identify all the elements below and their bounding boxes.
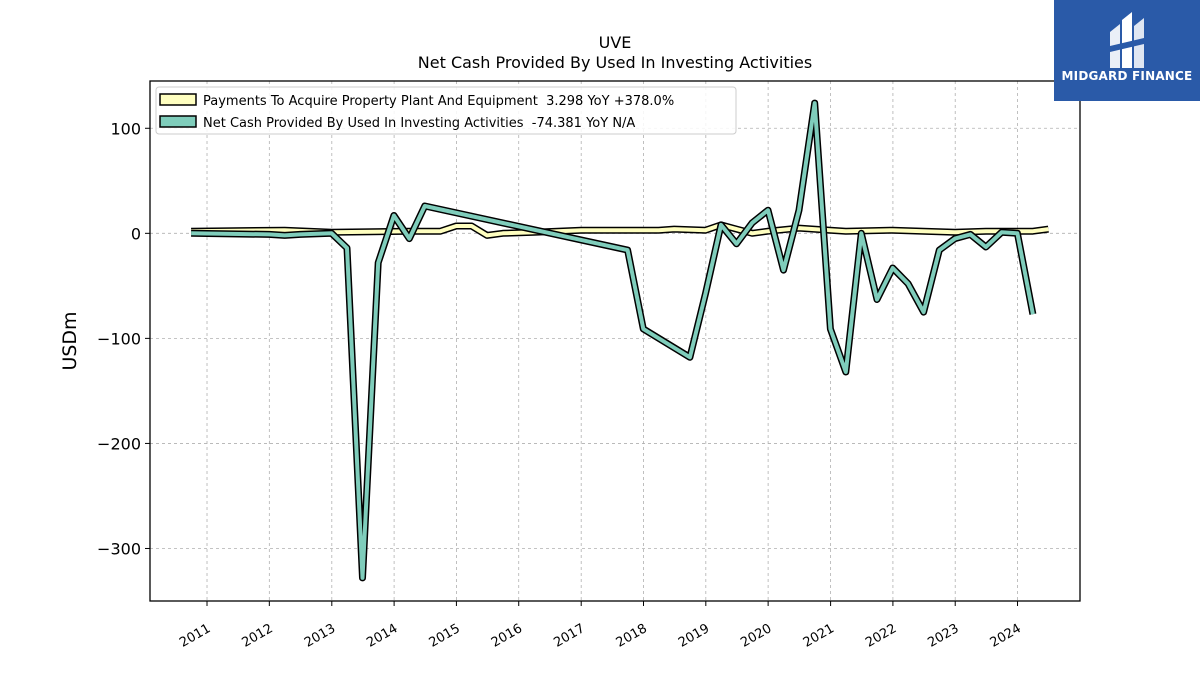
y-tick-label: 100 — [110, 119, 141, 138]
x-tick-label: 2015 — [427, 621, 463, 651]
x-tick-label: 2014 — [364, 621, 400, 651]
x-tick-label: 2012 — [239, 621, 275, 651]
x-tick-label: 2017 — [551, 621, 587, 651]
y-tick-label: 0 — [131, 224, 141, 243]
y-tick-label: −100 — [97, 329, 141, 348]
legend-swatch-ppe — [159, 93, 197, 106]
x-tick-label: 2013 — [302, 621, 338, 651]
x-tick-label: 2019 — [676, 621, 712, 651]
x-tick-label: 2020 — [738, 621, 774, 651]
legend-label-ppe: Payments To Acquire Property Plant And E… — [203, 94, 674, 109]
legend-label-investing: Net Cash Provided By Used In Investing A… — [203, 116, 635, 131]
grid — [150, 81, 1080, 601]
x-tick-label: 2011 — [177, 621, 213, 651]
x-tick-label: 2022 — [863, 621, 899, 651]
series-outline-1 — [191, 99, 1037, 582]
x-tick-label: 2016 — [489, 621, 525, 651]
series-line-0 — [191, 222, 1049, 238]
x-axis: 2011 2012 2013 2014 2015 2016 2017 2018 2019 2020… — [177, 601, 1024, 651]
legend-swatch-investing — [159, 115, 197, 128]
y-tick-label: −200 — [97, 434, 141, 453]
brand-logo: MIDGARD FINANCE — [1054, 0, 1200, 101]
x-tick-label: 2021 — [801, 621, 837, 651]
x-tick-label: 2023 — [925, 621, 961, 651]
x-tick-label: 2024 — [988, 621, 1024, 651]
y-tick-label: −300 — [97, 539, 141, 558]
series-line-1 — [191, 101, 1035, 580]
legend: Payments To Acquire Property Plant And E… — [155, 86, 737, 135]
legend-box — [155, 86, 737, 135]
chart-subtitle: Net Cash Provided By Used In Investing A… — [418, 53, 812, 72]
brand-name: MIDGARD FINANCE — [1061, 69, 1193, 83]
x-tick-label: 2018 — [614, 621, 650, 651]
plot-frame — [149, 80, 1081, 602]
series-lines — [191, 99, 1049, 582]
chart-title: UVE — [599, 33, 632, 52]
y-axis: 100 0 −100 −200 −300 — [97, 119, 150, 558]
midgard-logo-icon — [1110, 12, 1144, 68]
y-axis-label: USDm — [59, 311, 81, 370]
